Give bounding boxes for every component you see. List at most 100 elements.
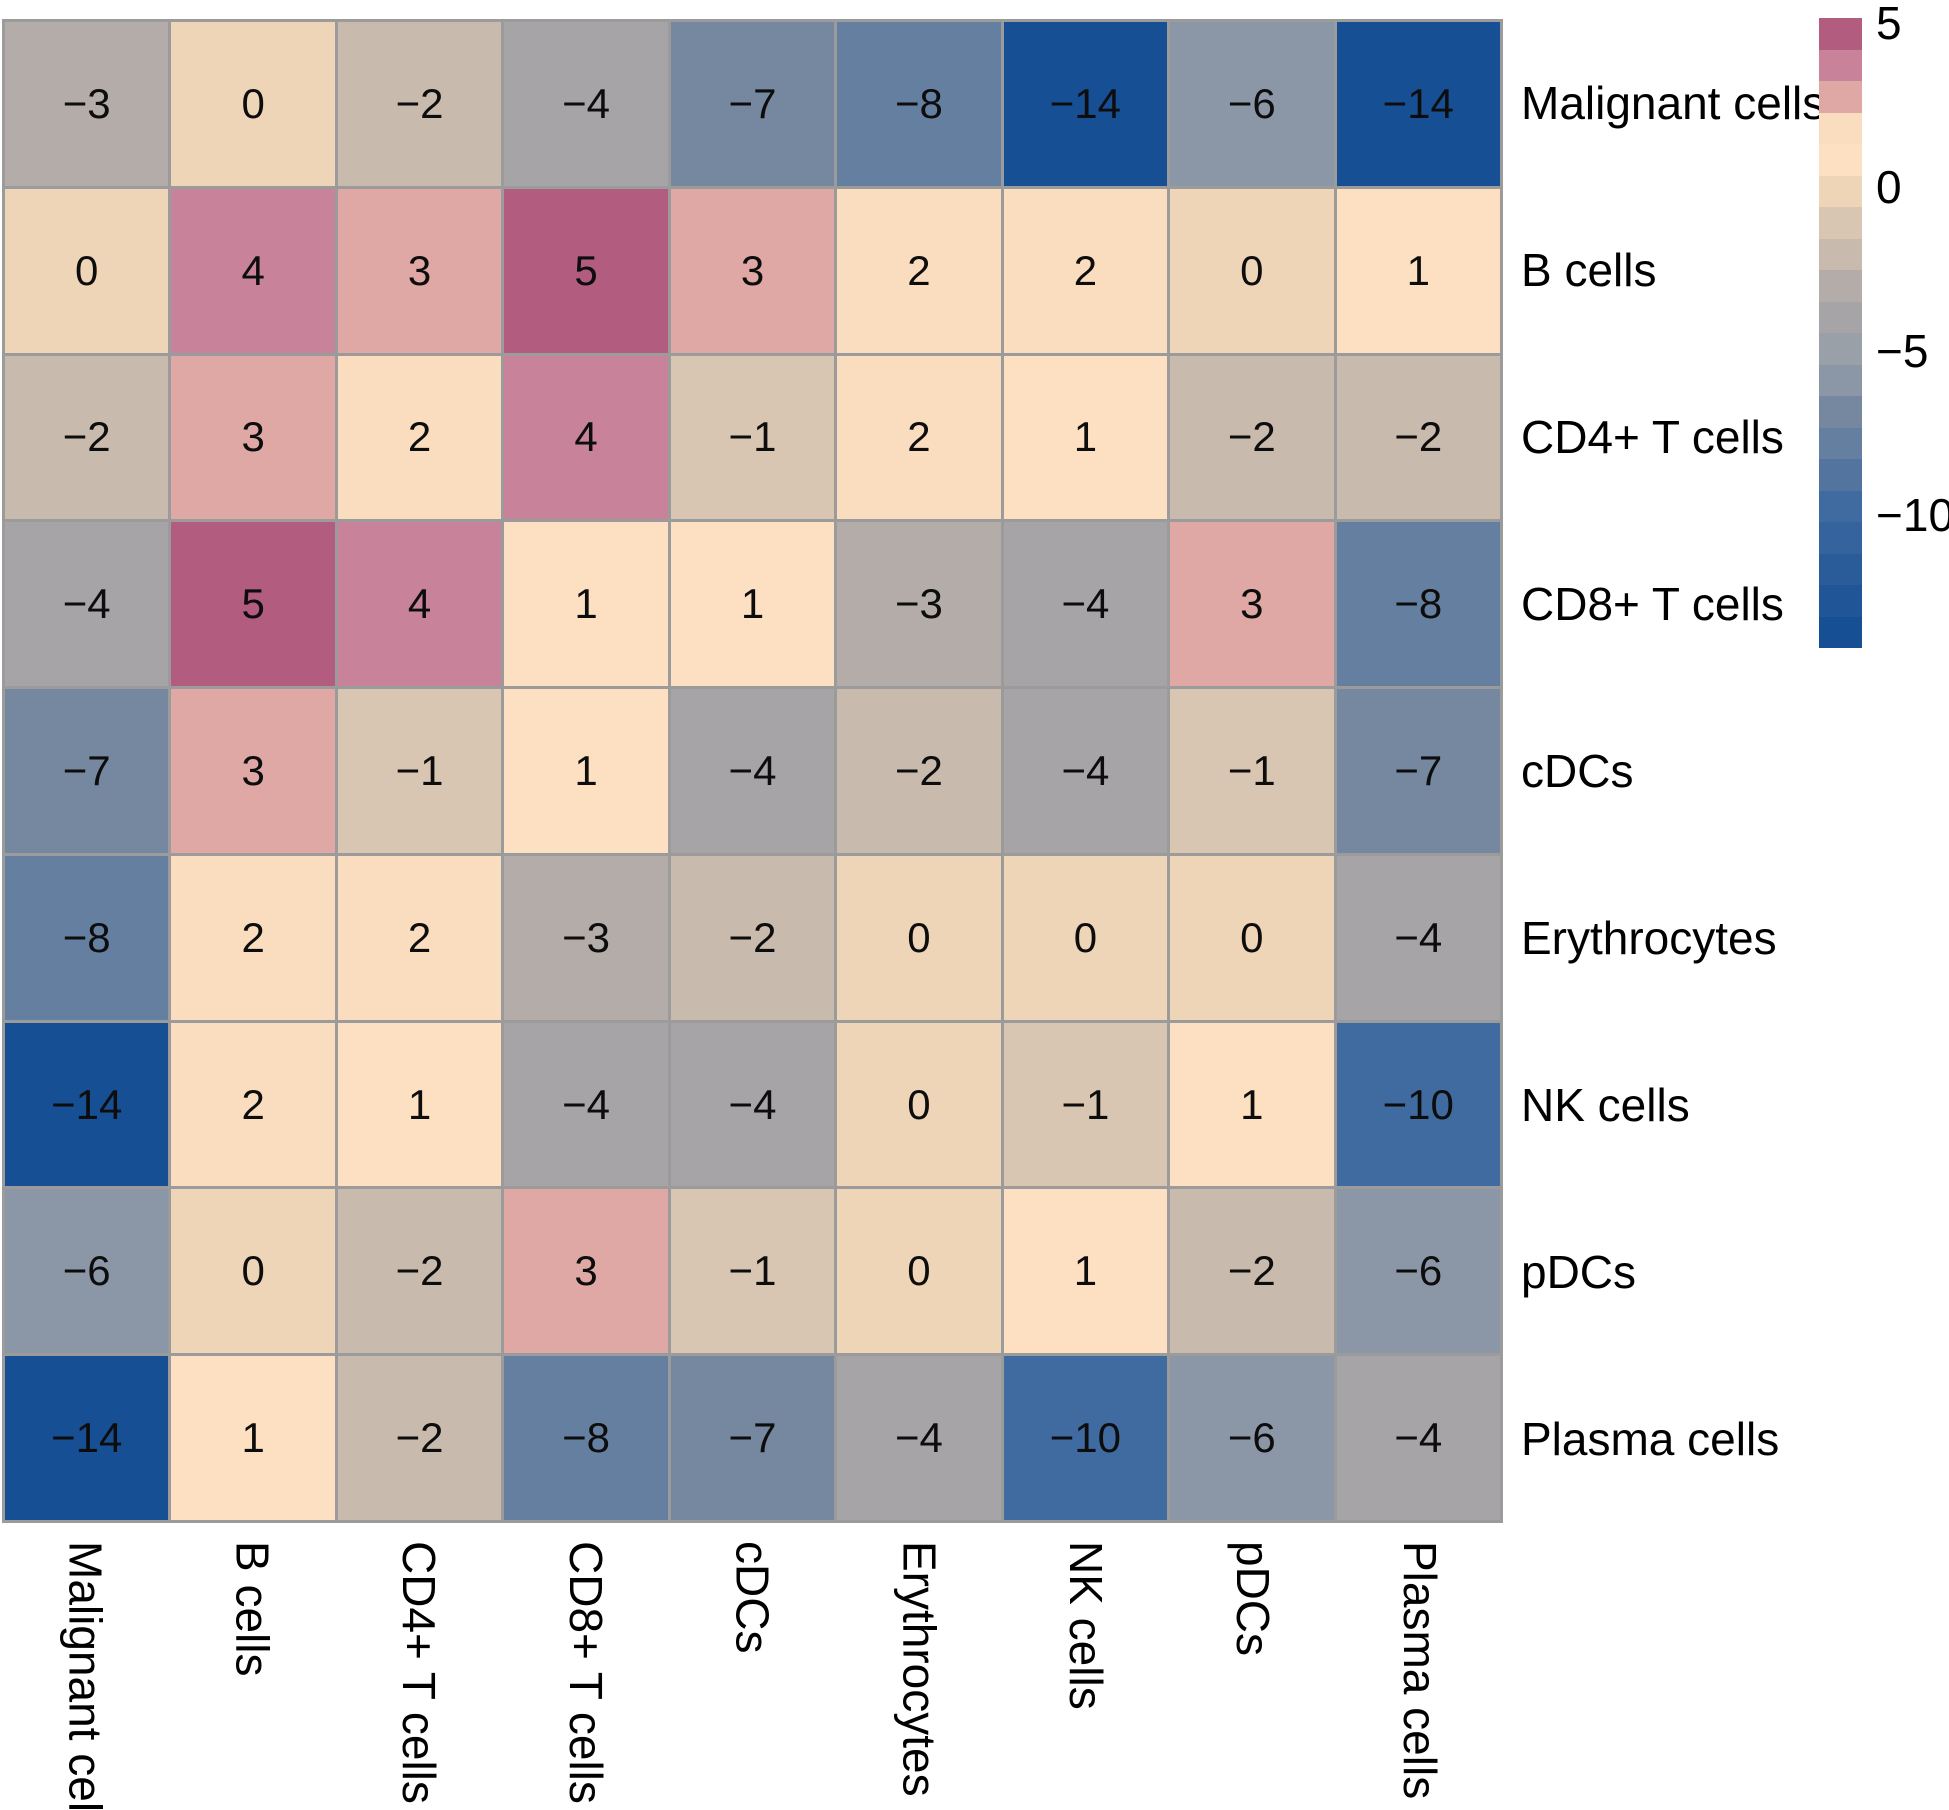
heatmap-cell: −14	[5, 1356, 169, 1520]
heatmap-cell: −1	[337, 689, 502, 853]
heatmap-cell: −2	[670, 855, 835, 1020]
col-label: Plasma cells	[1393, 1541, 1446, 1800]
colorbar-step	[1819, 427, 1862, 459]
heatmap-cell: 2	[837, 355, 1001, 520]
heatmap-cell: −4	[670, 1022, 835, 1187]
colorbar-tick-label: −5	[1876, 325, 1929, 377]
col-label: Erythrocytes	[893, 1541, 946, 1797]
heatmap-cell: −1	[1170, 689, 1334, 853]
heatmap-cell: 0	[1170, 855, 1334, 1020]
heatmap-cell: −7	[670, 22, 835, 186]
heatmap-cell: 4	[504, 355, 668, 520]
heatmap-cell: 5	[171, 522, 335, 687]
colorbar-step	[1819, 396, 1862, 428]
heatmap-cell: 3	[171, 355, 335, 520]
col-labels: Malignant cells B cells CD4+ T cells CD8+ T…	[2, 1541, 1503, 1810]
heatmap-cell: −2	[1170, 1189, 1334, 1354]
colorbar-tick-label: −10	[1876, 489, 1949, 541]
row-label: CD4+ T cells	[1521, 410, 1784, 463]
heatmap-cell: −4	[504, 22, 668, 186]
colorbar-step	[1819, 270, 1862, 302]
heatmap-cell: 3	[171, 689, 335, 853]
colorbar-step	[1819, 238, 1862, 270]
row-label: pDCs	[1521, 1246, 1637, 1299]
heatmap-cell: −14	[5, 1022, 169, 1187]
colorbar-step	[1819, 585, 1862, 617]
colorbar-step	[1819, 144, 1862, 176]
heatmap-cell: 4	[337, 522, 502, 687]
heatmap-cell: −8	[1336, 522, 1500, 687]
heatmap-cell: 1	[670, 522, 835, 687]
colorbar-step	[1819, 616, 1862, 648]
colorbar-step	[1819, 553, 1862, 585]
heatmap-cell: 1	[337, 1022, 502, 1187]
row-label: Plasma cells	[1521, 1413, 1780, 1466]
row-label: Erythrocytes	[1521, 912, 1777, 965]
heatmap-cell: −6	[5, 1189, 169, 1354]
heatmap-cell: 0	[1170, 188, 1334, 353]
row-label: CD8+ T cells	[1521, 577, 1784, 630]
colorbar-step	[1819, 18, 1862, 50]
heatmap-cell: −1	[1003, 1022, 1168, 1187]
heatmap-cell: −1	[670, 1189, 835, 1354]
heatmap-cell: 3	[337, 188, 502, 353]
heatmap-cell: −10	[1003, 1356, 1168, 1520]
heatmap-cell: −4	[837, 1356, 1001, 1520]
heatmap-cell: 1	[504, 689, 668, 853]
col-label: B cells	[226, 1541, 279, 1677]
heatmap-cell: −14	[1336, 22, 1500, 186]
heatmap-cell: −2	[1336, 355, 1500, 520]
heatmap-cell: 2	[1003, 188, 1168, 353]
heatmap-cell: −8	[504, 1356, 668, 1520]
heatmap-cell: −3	[837, 522, 1001, 687]
heatmap-cell: −6	[1336, 1189, 1500, 1354]
row-label: cDCs	[1521, 744, 1634, 797]
heatmap-cell: −8	[5, 855, 169, 1020]
heatmap-cell: 1	[1003, 355, 1168, 520]
colorbar-step	[1819, 364, 1862, 396]
heatmap-cell: −14	[1003, 22, 1168, 186]
heatmap-cell: −2	[1170, 355, 1334, 520]
heatmap-cell: 2	[337, 855, 502, 1020]
heatmap-cell: 1	[1170, 1022, 1334, 1187]
heatmap-cell: −2	[837, 689, 1001, 853]
heatmap-cell: 0	[837, 1189, 1001, 1354]
colorbar-step	[1819, 490, 1862, 522]
colorbar-step	[1819, 112, 1862, 144]
heatmap-cell: 1	[504, 522, 668, 687]
heatmap-cell: 2	[337, 355, 502, 520]
heatmap-cell: −4	[1003, 689, 1168, 853]
colorbar-step	[1819, 333, 1862, 365]
heatmap-cell: 3	[504, 1189, 668, 1354]
colorbar-step	[1819, 459, 1862, 491]
heatmap-cell: −4	[1003, 522, 1168, 687]
heatmap-cell: −10	[1336, 1022, 1500, 1187]
heatmap-cell: 0	[5, 188, 169, 353]
heatmap-cell: 4	[171, 188, 335, 353]
colorbar-step	[1819, 207, 1862, 239]
heatmap-cell: −4	[1336, 855, 1500, 1020]
colorbar-step	[1819, 175, 1862, 207]
col-label: Malignant cells	[59, 1541, 112, 1810]
colorbar-step	[1819, 301, 1862, 333]
heatmap-cell: −3	[5, 22, 169, 186]
colorbar-step	[1819, 522, 1862, 554]
heatmap-cell: 3	[670, 188, 835, 353]
row-label: NK cells	[1521, 1079, 1690, 1132]
col-label: NK cells	[1060, 1541, 1113, 1710]
heatmap-grid: −3 0 −2 −4 −7 −8 −14 −6 −14 0 4 3 5 3 2 2 0 1 −2 3 2 4 −1 2 1 −2−…	[2, 19, 1503, 1523]
colorbar-tick-label: 0	[1876, 161, 1902, 213]
heatmap-cell: 0	[171, 22, 335, 186]
colorbar-gradient	[1819, 18, 1862, 648]
heatmap-cell: −6	[1170, 1356, 1334, 1520]
heatmap-cell: −7	[1336, 689, 1500, 853]
heatmap-cell: 5	[504, 188, 668, 353]
heatmap-cell: 0	[171, 1189, 335, 1354]
col-label: pDCs	[1226, 1541, 1279, 1657]
col-label: cDCs	[726, 1541, 779, 1654]
heatmap-cell: −6	[1170, 22, 1334, 186]
heatmap-cell: 0	[1003, 855, 1168, 1020]
row-label: B cells	[1521, 243, 1657, 296]
heatmap-cell: −7	[5, 689, 169, 853]
